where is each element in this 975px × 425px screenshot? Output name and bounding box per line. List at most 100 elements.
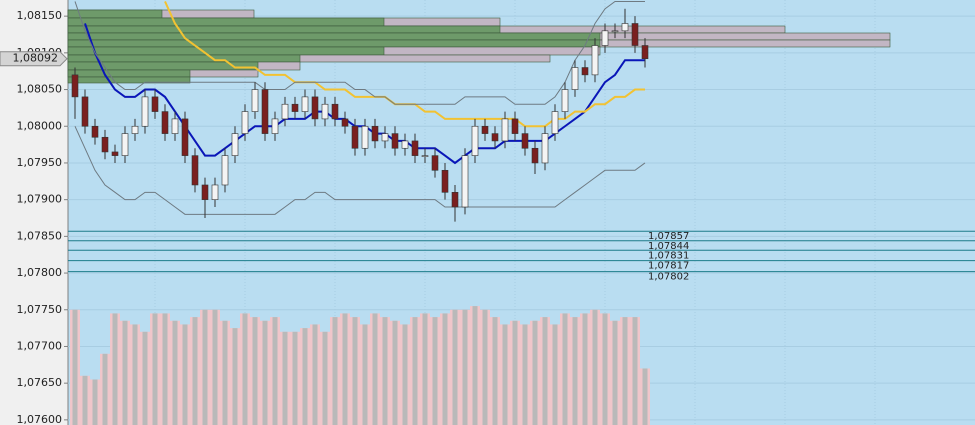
volume-bar-core (622, 317, 628, 425)
volume-bar-core (522, 324, 528, 425)
level-label: 1,07857 (648, 231, 689, 242)
level-label: 1,07831 (648, 250, 689, 261)
candle-body (531, 147, 539, 164)
candle-body (541, 133, 549, 164)
volume-bar-core (572, 317, 578, 425)
candle-body (561, 89, 569, 112)
candle-body (511, 118, 519, 134)
volume-bar-core (262, 320, 268, 425)
candle-body (291, 103, 299, 112)
volume-bar-core (102, 353, 108, 425)
volume-bar-core (412, 317, 418, 425)
candle-body (321, 103, 329, 120)
candle-body (551, 111, 559, 134)
volume-bar-core (502, 324, 508, 425)
candle-body (401, 140, 409, 149)
candle-body (351, 125, 359, 149)
volume-bar-core (482, 309, 488, 425)
candle-body (581, 67, 589, 76)
candle-body (131, 125, 139, 134)
volume-bar-core (332, 317, 338, 425)
volume-layer (70, 306, 650, 425)
candle-body (601, 30, 609, 46)
indicator-line (74, 126, 646, 215)
volume-bar-core (122, 320, 128, 425)
candle-body (641, 45, 649, 60)
candle-body (421, 155, 429, 157)
volume-bar-core (312, 324, 318, 425)
volume-bar-core (272, 317, 278, 425)
volume-bar-core (462, 309, 468, 425)
volume-bar-core (392, 320, 398, 425)
volume-bar-core (372, 313, 378, 425)
volume-bar-core (542, 317, 548, 425)
volume-bar-core (292, 331, 298, 425)
level-label: 1,07817 (648, 261, 689, 272)
volume-bar-core (442, 313, 448, 425)
volume-bar-core (82, 375, 88, 425)
candle-body (621, 23, 629, 32)
candle-body (411, 140, 419, 156)
volume-bar-core (402, 324, 408, 425)
y-tick-label: 1,08050 (17, 83, 63, 96)
volume-bar-core (232, 328, 238, 425)
candle-body (81, 96, 89, 127)
volume-profile (67, 9, 891, 84)
volume-bar-core (472, 306, 478, 425)
volume-bar-core (382, 317, 388, 425)
candle-body (371, 125, 379, 142)
candle-body (241, 111, 249, 134)
y-tick-label: 1,08000 (17, 119, 63, 132)
candle-body (281, 103, 289, 120)
y-tick-label: 1,07650 (17, 376, 63, 389)
candle-body (461, 155, 469, 208)
y-tick-label: 1,07600 (17, 413, 63, 425)
volume-bar-core (132, 324, 138, 425)
price-tag-label: 1,08092 (13, 52, 59, 65)
volume-bar-core (322, 331, 328, 425)
volume-bar-core (552, 324, 558, 425)
label-layer: 1,081501,081001,080501,080001,079501,079… (0, 9, 68, 425)
candle-body (71, 74, 79, 98)
volume-bar-core (142, 331, 148, 425)
y-tick-label: 1,07800 (17, 266, 63, 279)
volume-bar-core (612, 320, 618, 425)
candle-body (271, 118, 279, 134)
volume-bar-core (422, 313, 428, 425)
volume-bar-core (182, 324, 188, 425)
candle-body (481, 125, 489, 134)
volume-bar-core (302, 328, 308, 425)
volume-bar-core (352, 317, 358, 425)
candle-body (451, 192, 459, 208)
y-tick-label: 1,07700 (17, 339, 63, 352)
candle-body (341, 118, 349, 127)
volume-bar-core (172, 320, 178, 425)
axis-panel (0, 0, 68, 425)
volume-bar-core (252, 317, 258, 425)
volume-bar-core (492, 317, 498, 425)
level-label: 1,07802 (648, 272, 689, 283)
volume-bar-core (512, 320, 518, 425)
volume-bar-core (602, 313, 608, 425)
y-tick-label: 1,08150 (17, 9, 63, 22)
candle-body (201, 184, 209, 200)
y-tick-label: 1,07750 (17, 303, 63, 316)
volume-bar-core (452, 309, 458, 425)
indicator-line (74, 0, 645, 105)
candle-body (381, 133, 389, 142)
candle-body (91, 125, 99, 138)
candle-body (591, 45, 599, 76)
candle-body (571, 67, 579, 90)
level-label: 1,07844 (648, 241, 689, 252)
candle-body (111, 151, 119, 156)
candle-body (191, 155, 199, 186)
candle-body (101, 136, 109, 153)
candle-body (631, 23, 639, 46)
candle-body (311, 96, 319, 120)
candle-body (171, 118, 179, 134)
candle-layer (71, 8, 649, 222)
volume-bar-core (282, 331, 288, 425)
y-tick-label: 1,07850 (17, 229, 63, 242)
